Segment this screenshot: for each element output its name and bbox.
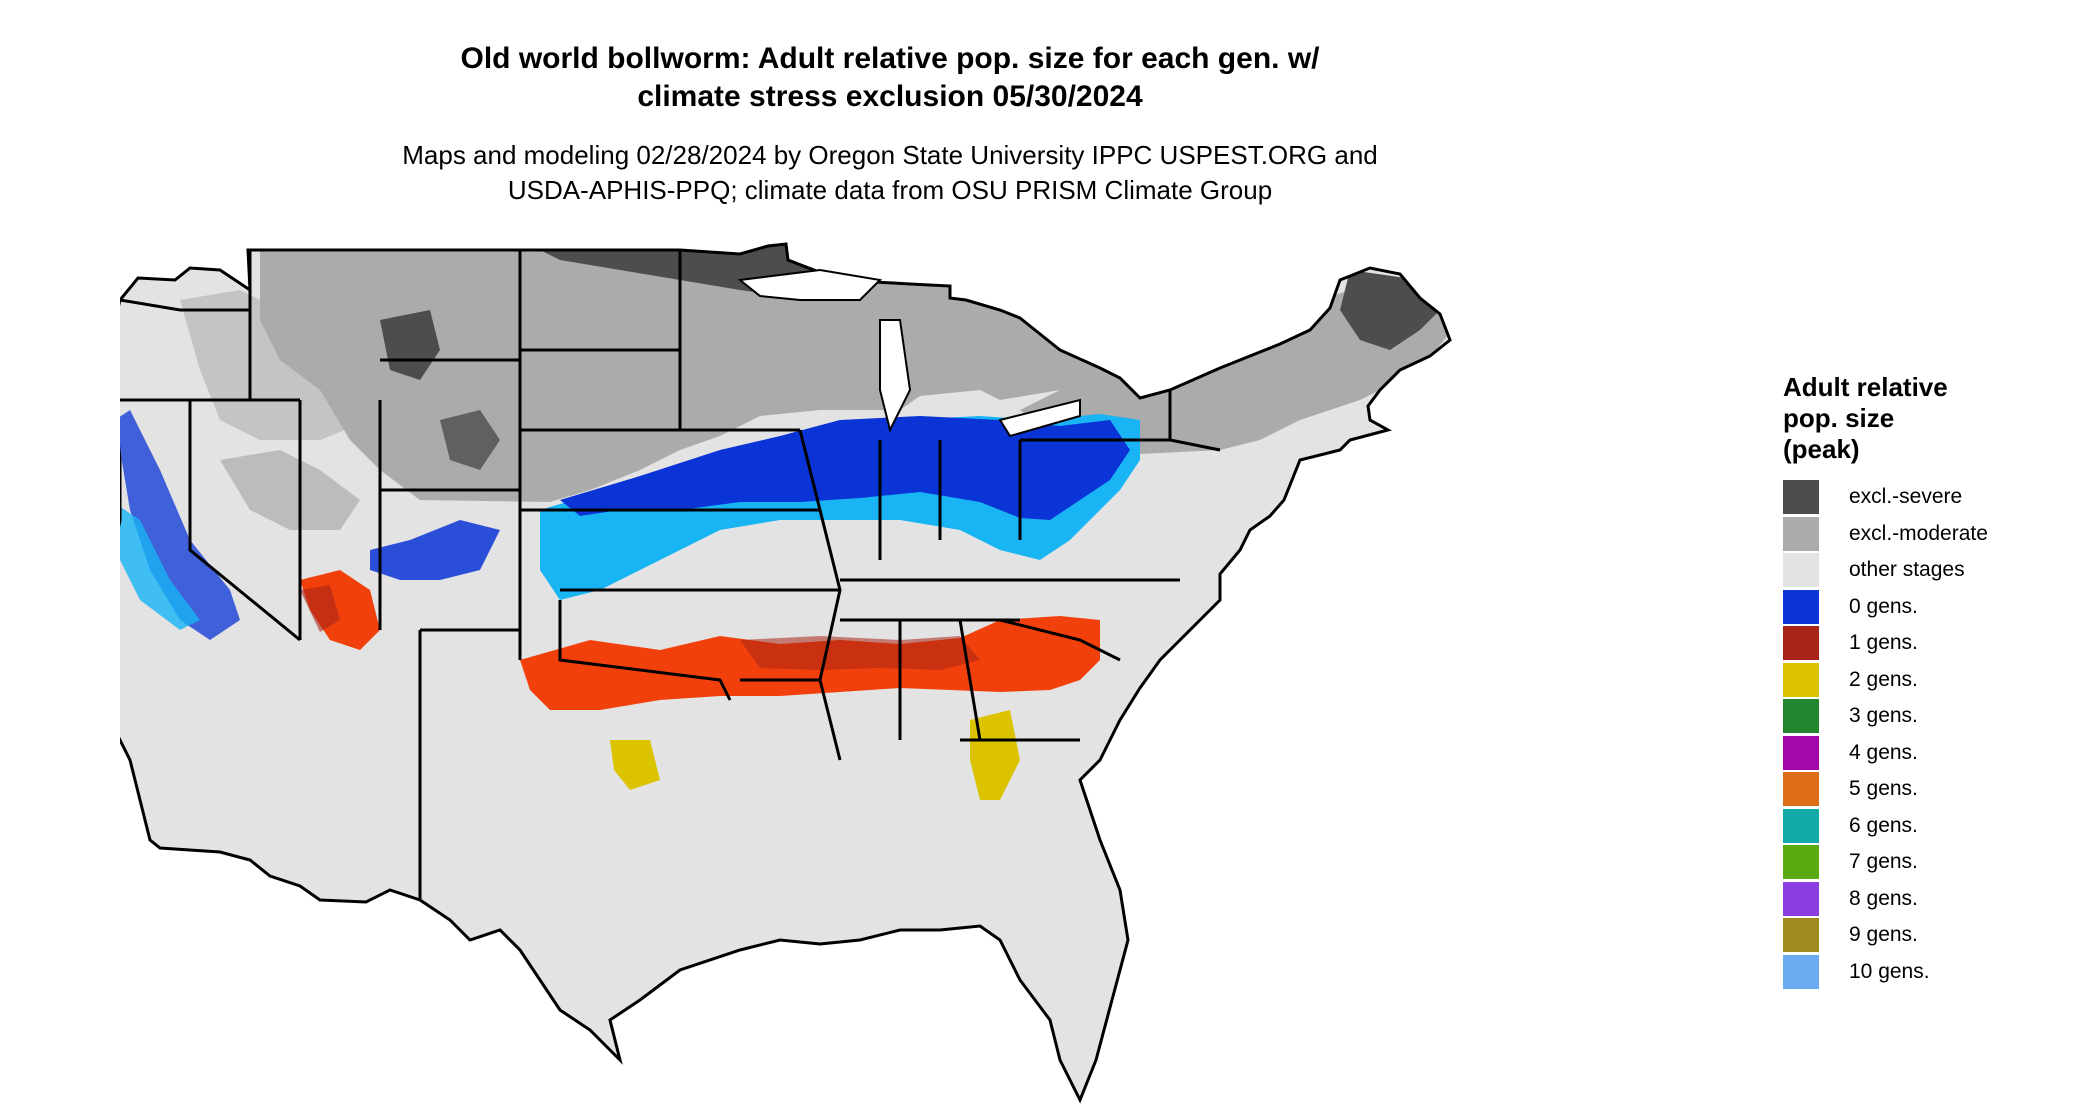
legend-label: 7 gens. xyxy=(1849,850,1918,874)
legend-label: 4 gens. xyxy=(1849,740,1918,764)
legend-item: 10 gens. xyxy=(1783,954,2083,991)
us-map xyxy=(120,242,1452,1104)
legend-item: other stages xyxy=(1783,552,2083,589)
border-mn-ia xyxy=(678,250,800,432)
legend-label: 3 gens. xyxy=(1849,704,1918,728)
zone-excl-moderate-west xyxy=(180,290,370,440)
national-outline xyxy=(120,242,1452,1104)
title-block: Old world bollworm: Adult relative pop. … xyxy=(300,40,1480,208)
legend-swatch xyxy=(1783,480,1819,515)
legend-title: Adult relative pop. size (peak) xyxy=(1783,372,2083,465)
legend-item: 2 gens. xyxy=(1783,662,2083,699)
legend-label: excl.-severe xyxy=(1849,485,1963,509)
legend-label: 9 gens. xyxy=(1849,923,1918,947)
zone-gen1-arizona-dark xyxy=(300,585,340,632)
legend-swatch xyxy=(1783,699,1819,734)
legend-swatch xyxy=(1783,845,1819,880)
map-title-line2: climate stress exclusion 05/30/2024 xyxy=(637,80,1143,113)
legend-item: 0 gens. xyxy=(1783,589,2083,626)
border-ca-nv xyxy=(188,400,301,642)
map-title: Old world bollworm: Adult relative pop. … xyxy=(300,40,1480,116)
map-subtitle-line1: Maps and modeling 02/28/2024 by Oregon S… xyxy=(402,140,1378,170)
legend-swatch xyxy=(1783,954,1819,989)
zone-excl-severe-rockies xyxy=(380,310,440,380)
legend-label: 0 gens. xyxy=(1849,594,1918,618)
legend-swatch xyxy=(1783,808,1819,843)
lake-erie xyxy=(998,398,1081,438)
legend-swatch xyxy=(1783,881,1819,916)
border-new-england xyxy=(1168,390,1221,452)
great-lakes xyxy=(737,268,1081,438)
legend-label: 1 gens. xyxy=(1849,631,1918,655)
legend-swatch xyxy=(1783,918,1819,953)
border-al-ga xyxy=(958,619,982,741)
state-borders xyxy=(120,242,1452,1104)
zone-gen0-california-light xyxy=(120,500,200,630)
legend-item: 1 gens. xyxy=(1783,625,2083,662)
zone-excl-severe-colorado xyxy=(440,410,500,470)
legend-items: excl.-severe excl.-moderate other stages 0 … xyxy=(1783,479,2083,990)
lake-superior xyxy=(737,268,883,301)
map-fill-layer xyxy=(120,244,1450,800)
legend-label: 2 gens. xyxy=(1849,667,1918,691)
zone-gen0-dark-band xyxy=(560,416,1130,520)
legend-swatch xyxy=(1783,735,1819,770)
legend-swatch xyxy=(1783,662,1819,697)
zone-excl-moderate-great-basin xyxy=(220,450,360,530)
legend-item: 9 gens. xyxy=(1783,917,2083,954)
map-subtitle: Maps and modeling 02/28/2024 by Oregon S… xyxy=(300,138,1480,208)
legend-swatch xyxy=(1783,626,1819,661)
legend-item: 3 gens. xyxy=(1783,698,2083,735)
border-wa-or xyxy=(120,298,250,312)
legend-item: 5 gens. xyxy=(1783,771,2083,808)
legend-item: excl.-moderate xyxy=(1783,516,2083,553)
legend-title-line2: pop. size xyxy=(1783,403,1895,433)
legend-item: 8 gens. xyxy=(1783,881,2083,918)
legend-title-line3: (peak) xyxy=(1783,434,1860,464)
border-ok-tx xyxy=(558,600,732,701)
legend-swatch xyxy=(1783,553,1819,588)
legend-swatch xyxy=(1783,772,1819,807)
legend-swatch xyxy=(1783,516,1819,551)
legend-label: excl.-moderate xyxy=(1849,521,1988,545)
map-subtitle-line2: USDA-APHIS-PPQ; climate data from OSU PR… xyxy=(507,175,1273,205)
zone-gen2-south-texas xyxy=(610,740,660,790)
zone-gen1-south-dark xyxy=(740,636,980,670)
legend-label: 5 gens. xyxy=(1849,777,1918,801)
border-mississippi xyxy=(798,429,842,761)
legend-item: 4 gens. xyxy=(1783,735,2083,772)
lake-michigan xyxy=(879,319,912,433)
legend-swatch xyxy=(1783,589,1819,624)
legend-label: other stages xyxy=(1849,558,1965,582)
map-title-line1: Old world bollworm: Adult relative pop. … xyxy=(460,42,1320,75)
legend-label: 6 gens. xyxy=(1849,813,1918,837)
legend: Adult relative pop. size (peak) excl.-se… xyxy=(1783,372,2083,990)
border-nc-sc xyxy=(999,618,1121,662)
zone-gen0-california xyxy=(120,410,240,640)
legend-label: 8 gens. xyxy=(1849,886,1918,910)
zone-gen0-southwest xyxy=(370,520,500,580)
zone-gen2-florida xyxy=(970,710,1020,800)
map-area xyxy=(120,240,1680,1120)
legend-item: 7 gens. xyxy=(1783,844,2083,881)
legend-item: excl.-severe xyxy=(1783,479,2083,516)
legend-label: 10 gens. xyxy=(1849,959,1930,983)
legend-item: 6 gens. xyxy=(1783,808,2083,845)
legend-title-line1: Adult relative xyxy=(1783,372,1948,402)
